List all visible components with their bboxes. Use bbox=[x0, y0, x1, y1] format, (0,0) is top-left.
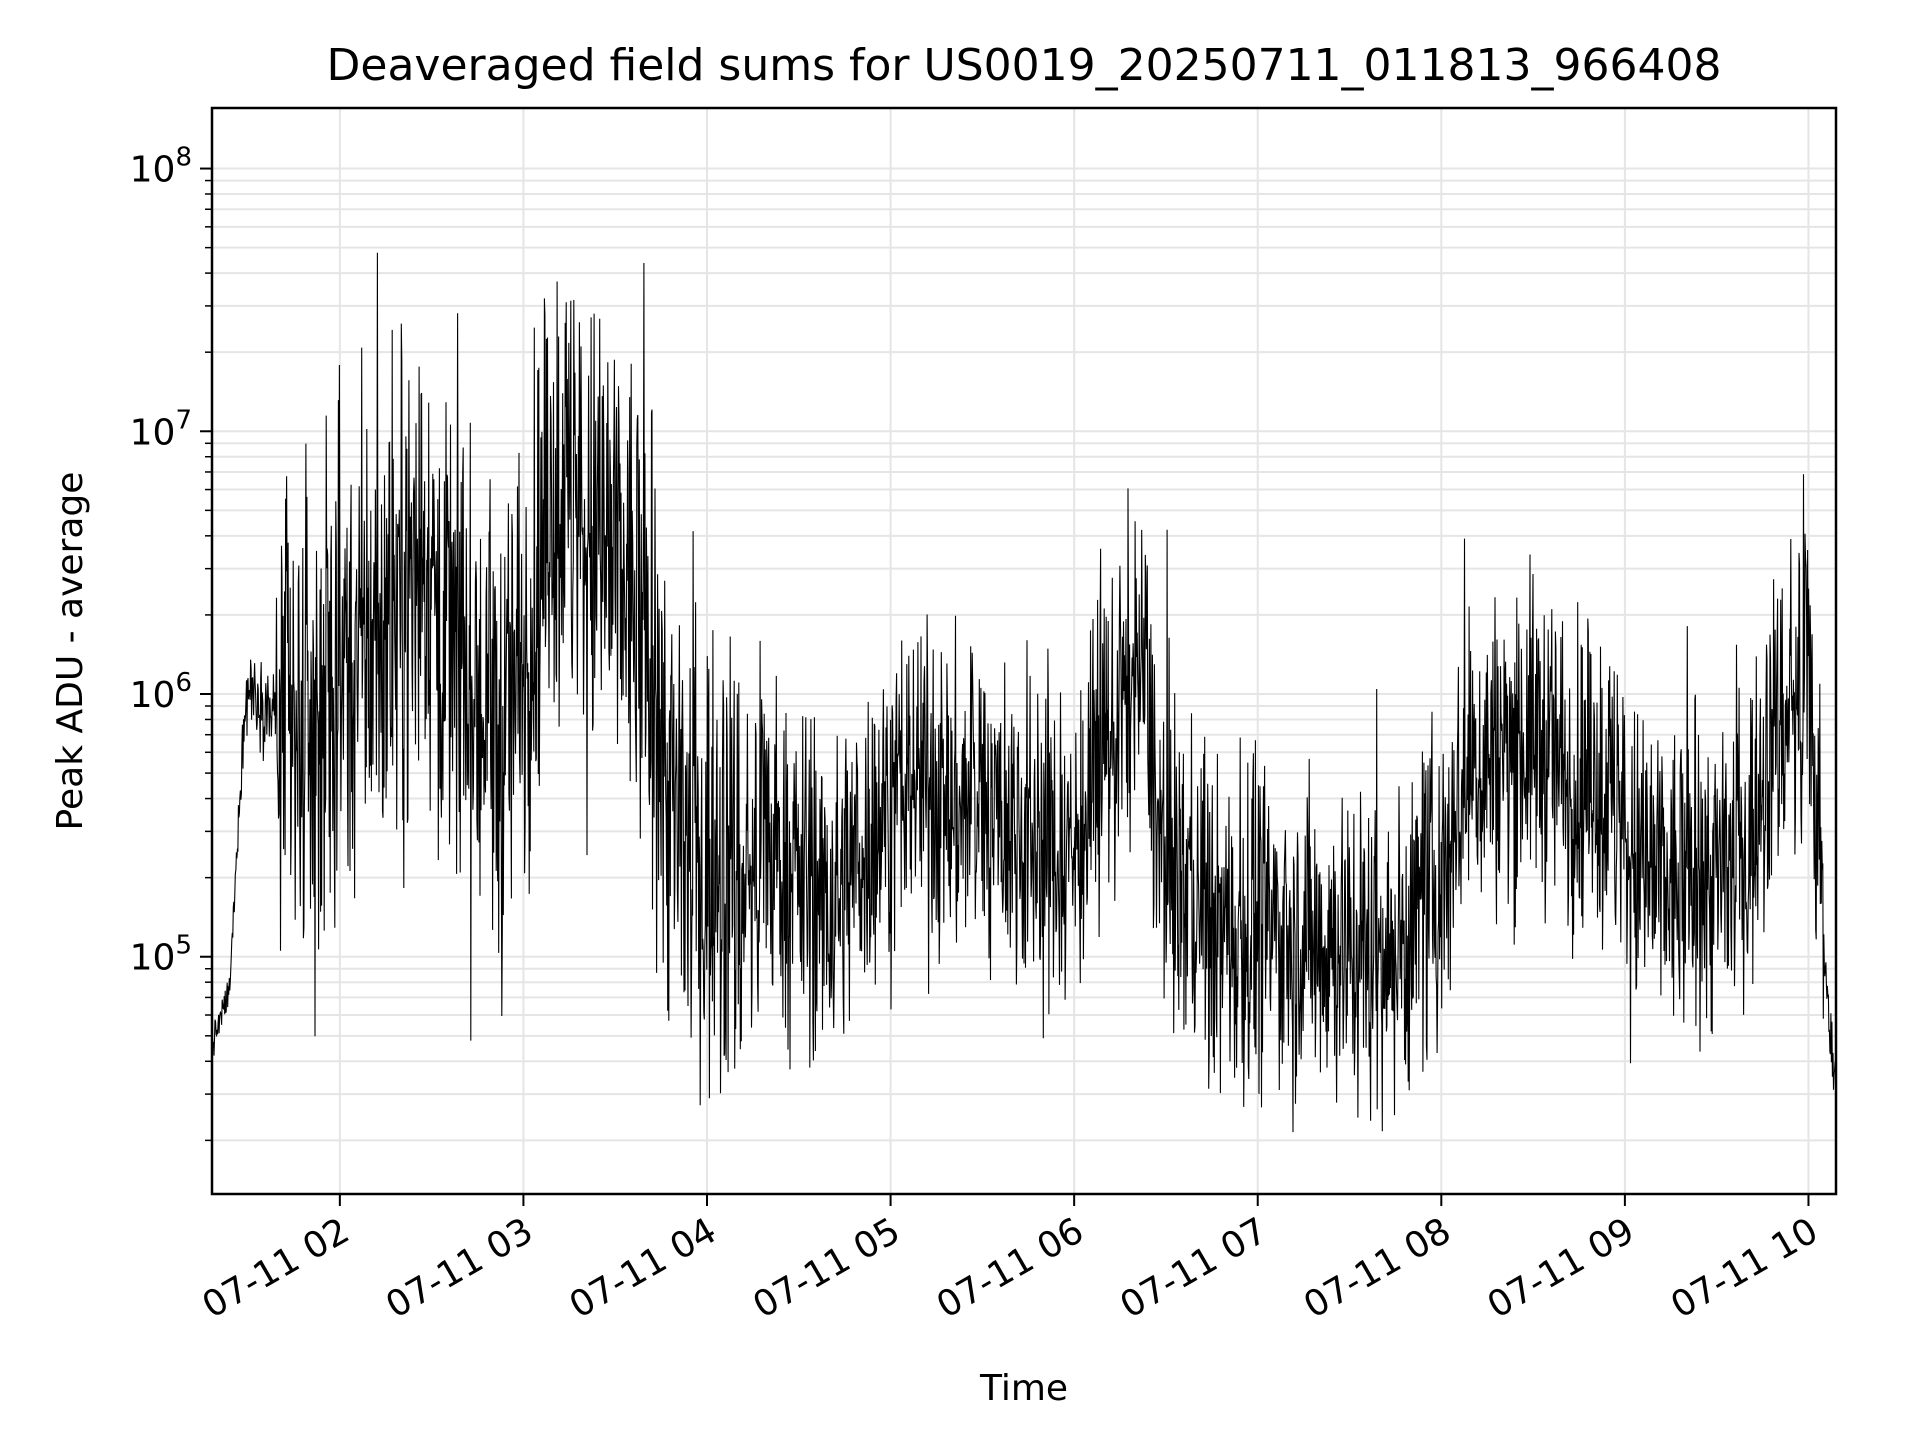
x-tick-label: 07-11 04 bbox=[563, 1210, 724, 1326]
x-tick-label: 07-11 03 bbox=[379, 1210, 540, 1326]
chart-title: Deaveraged field sums for US0019_2025071… bbox=[327, 40, 1722, 91]
y-tick-label: 107 bbox=[130, 405, 192, 453]
x-tick-label: 07-11 05 bbox=[746, 1210, 907, 1326]
x-tick-label: 07-11 02 bbox=[196, 1210, 357, 1326]
x-tick-label: 07-11 08 bbox=[1297, 1210, 1458, 1326]
x-tick-label: 07-11 06 bbox=[930, 1210, 1091, 1326]
x-axis-label: Time bbox=[979, 1368, 1068, 1409]
plot-area bbox=[211, 252, 1837, 1133]
x-tick-label: 07-11 09 bbox=[1481, 1210, 1642, 1326]
x-axis: 07-11 02 07-11 03 07-11 04 07-11 05 07-11 06… bbox=[196, 1194, 1825, 1327]
x-tick-label: 07-11 07 bbox=[1114, 1210, 1275, 1326]
y-tick-label: 108 bbox=[130, 143, 192, 191]
y-tick-label: 106 bbox=[130, 668, 192, 716]
series-line bbox=[211, 252, 1837, 1133]
plot-frame bbox=[210, 106, 1838, 1196]
y-axis-label: Peak ADU - average bbox=[50, 472, 91, 831]
x-tick-label: 07-11 10 bbox=[1664, 1210, 1825, 1326]
y-tick-label: 105 bbox=[130, 931, 192, 979]
y-axis: 105 106 107 108 bbox=[130, 143, 212, 979]
